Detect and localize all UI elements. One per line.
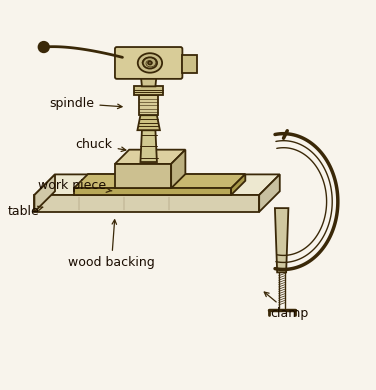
Polygon shape — [115, 164, 171, 188]
Polygon shape — [115, 150, 185, 164]
Ellipse shape — [148, 62, 152, 64]
Polygon shape — [140, 130, 157, 162]
FancyBboxPatch shape — [115, 47, 182, 79]
Polygon shape — [35, 174, 280, 195]
Polygon shape — [141, 75, 156, 86]
Text: spindle: spindle — [49, 97, 122, 110]
Bar — [182, 55, 197, 73]
Polygon shape — [231, 174, 245, 195]
Polygon shape — [135, 86, 163, 95]
Text: work piece: work piece — [38, 179, 112, 192]
Polygon shape — [74, 174, 245, 188]
Text: clamp: clamp — [264, 292, 309, 319]
Polygon shape — [259, 174, 280, 212]
Ellipse shape — [38, 42, 49, 52]
Polygon shape — [171, 150, 185, 188]
Ellipse shape — [143, 57, 157, 69]
Text: table: table — [8, 206, 43, 218]
Ellipse shape — [138, 53, 162, 73]
Polygon shape — [139, 95, 158, 115]
Text: chuck: chuck — [76, 138, 126, 151]
Polygon shape — [74, 188, 231, 195]
Polygon shape — [137, 115, 160, 130]
Polygon shape — [35, 174, 55, 212]
Polygon shape — [35, 195, 259, 212]
Polygon shape — [275, 208, 288, 272]
Text: wood backing: wood backing — [68, 220, 155, 269]
